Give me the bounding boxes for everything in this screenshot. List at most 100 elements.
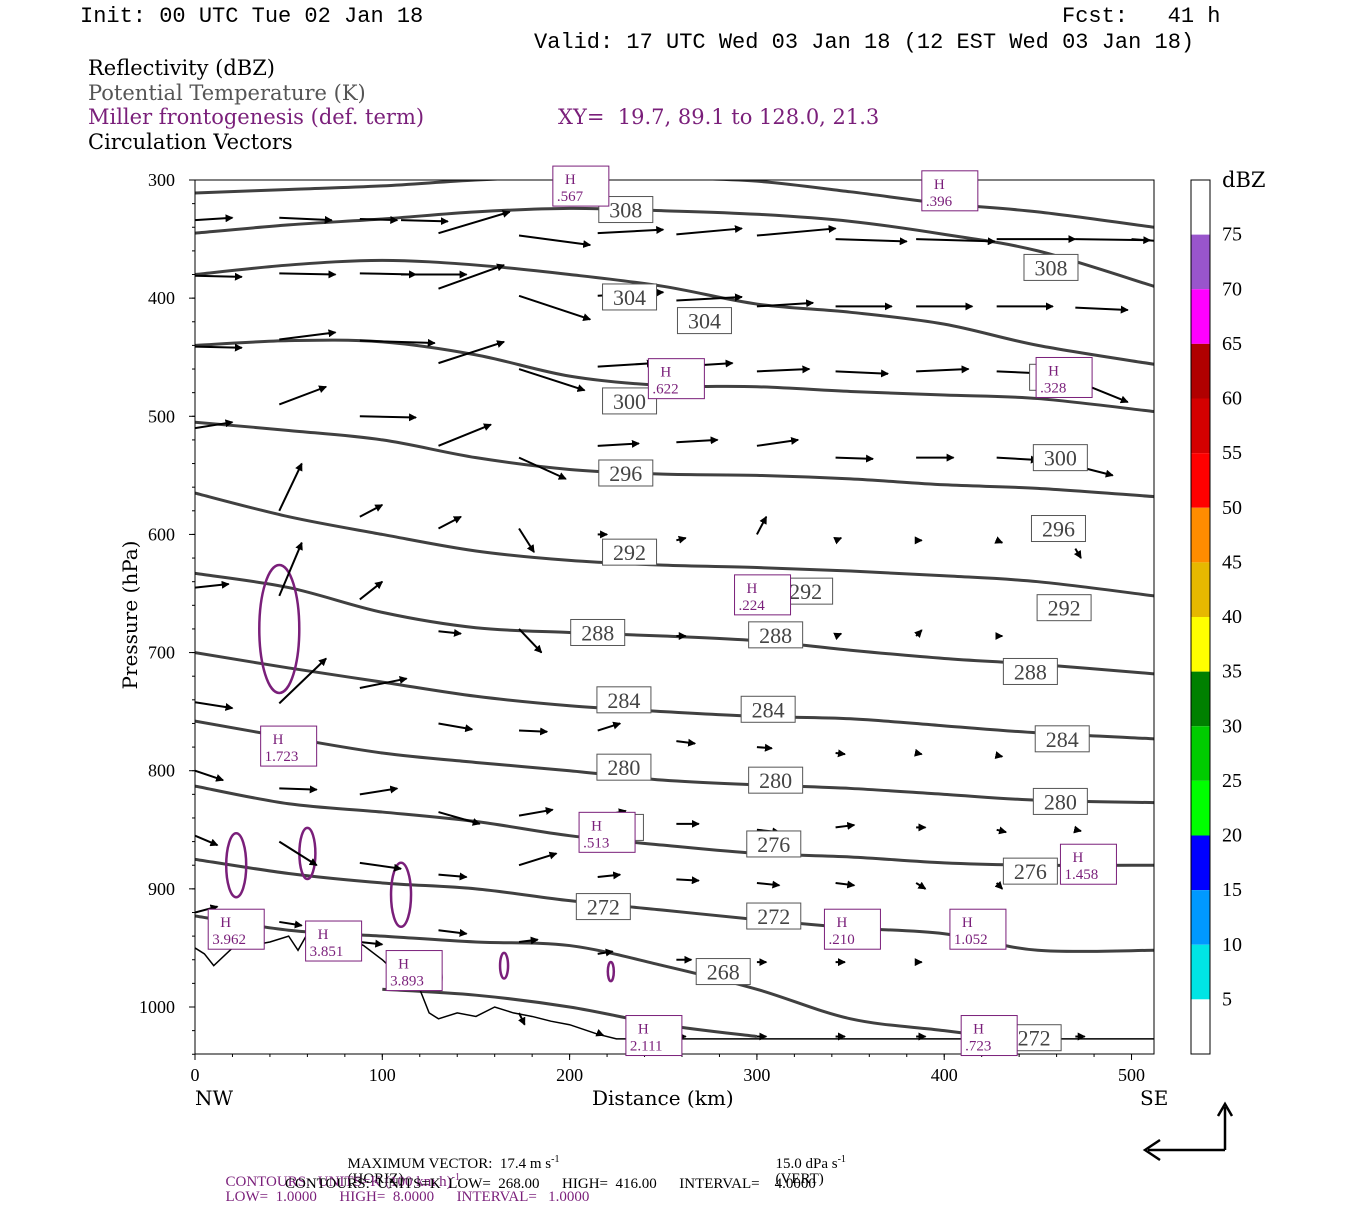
theta-label: 292	[789, 579, 822, 604]
circulation-vector	[401, 217, 449, 226]
circulation-vector	[1131, 238, 1154, 242]
theta-label: 292	[1048, 596, 1081, 621]
circulation-vector	[438, 423, 492, 447]
fronto-max-value: 3.893	[390, 974, 424, 990]
theta-label-box	[748, 766, 804, 794]
circulation-vector	[359, 939, 384, 948]
circulation-vector	[597, 721, 622, 732]
colorbar-segment	[1191, 343, 1210, 399]
circulation-vector	[597, 359, 655, 368]
circulation-vector	[438, 872, 468, 881]
circulation-vector	[359, 215, 399, 224]
circulation-vector	[359, 785, 399, 796]
circulation-vector	[438, 722, 474, 733]
theta-label-box	[1002, 657, 1058, 685]
fronto-max-value: .224	[739, 598, 766, 614]
circulation-vector	[279, 270, 337, 279]
colorbar-title: dBZ	[1222, 168, 1266, 192]
circulation-vector	[676, 436, 719, 445]
fronto-max-value: 2.111	[630, 1039, 663, 1055]
colorbar-label: 70	[1222, 278, 1242, 300]
circulation-vector	[835, 454, 875, 463]
colorbar-segment	[1191, 999, 1210, 1054]
theta-label-box	[695, 958, 751, 986]
circulation-vector	[1073, 825, 1082, 834]
circulation-vector	[359, 338, 436, 347]
footer-max-vector-horiz: (HORIZ)	[347, 1171, 404, 1187]
fronto-max-h: H	[273, 732, 284, 748]
fronto-max-box	[305, 920, 363, 962]
x-tick-label: 500	[1118, 1065, 1145, 1085]
colorbar-label: 65	[1222, 333, 1242, 355]
circulation-vector	[915, 881, 927, 890]
fronto-max-value: .513	[583, 835, 609, 851]
circulation-vector	[518, 628, 543, 654]
fronto-max-value: 1.458	[1064, 867, 1098, 883]
theta-label: 292	[613, 540, 646, 565]
circulation-vector	[195, 834, 219, 847]
theta-label: 288	[1014, 659, 1047, 684]
circulation-vector	[438, 340, 506, 365]
colorbar: 5 10 15 20 25 30 35 40 45 50 55 60 65 70 75	[1190, 179, 1242, 1055]
circulation-vector	[994, 751, 1004, 760]
colorbar-segment	[1191, 398, 1210, 454]
footer-max-vector-vert: 15.0 dPa s-1 (VERT)	[768, 1140, 846, 1187]
theta-contour-308	[195, 180, 1154, 229]
circulation-vector	[835, 369, 890, 378]
theta-label: 296	[609, 461, 642, 486]
colorbar-label: 60	[1222, 388, 1242, 410]
fronto-contour	[298, 826, 317, 881]
circulation-vector	[756, 743, 773, 752]
theta-label: 304	[688, 309, 721, 334]
theta-label-box	[1030, 515, 1086, 543]
fronto-max-value: .622	[652, 382, 678, 398]
fronto-max-box	[647, 358, 705, 400]
circulation-vector	[279, 920, 303, 929]
x-tick-label: 100	[369, 1065, 396, 1085]
x-tick-label: 300	[743, 1065, 770, 1085]
fronto-max-h: H	[962, 915, 973, 931]
circulation-vector	[438, 515, 462, 530]
circulation-vector	[994, 881, 1004, 890]
circulation-vector	[518, 368, 586, 392]
footer-max-vector: MAXIMUM VECTOR: 17.4 m s-1 (HORIZ)	[340, 1140, 560, 1187]
circulation-vector	[676, 535, 687, 544]
theta-label: 276	[1014, 859, 1047, 884]
circulation-vector	[518, 727, 549, 736]
theta-label: 308	[1034, 255, 1067, 280]
fronto-max-h: H	[1072, 850, 1083, 866]
y-tick-label: 800	[148, 761, 175, 781]
fronto-max-value: 1.052	[954, 932, 988, 948]
y-tick-label: 600	[148, 524, 175, 544]
theta-label: 284	[607, 688, 640, 713]
valid-time: Valid: 17 UTC Wed 03 Jan 18 (12 EST Wed …	[534, 30, 1195, 55]
theta-label-box	[596, 753, 652, 781]
y-tick-label: 900	[148, 879, 175, 899]
circulation-vector	[278, 385, 328, 406]
fronto-max-h: H	[747, 581, 758, 597]
fronto-contour	[606, 960, 616, 983]
circulation-vector	[833, 536, 843, 545]
colorbar-segment	[1191, 944, 1210, 1000]
theta-label: 288	[581, 620, 614, 645]
theta-label: 296	[1042, 517, 1075, 542]
footer-contours-fronto-units: CONTOURS: UNITS=K (100 km h)	[225, 1174, 452, 1190]
colorbar-segment	[1191, 780, 1210, 836]
circulation-vector	[438, 811, 481, 826]
theta-label-box	[748, 621, 804, 649]
colorbar-label: 15	[1222, 879, 1242, 901]
circulation-vector	[914, 629, 923, 638]
theta-label: 300	[613, 389, 646, 414]
fronto-max-h: H	[220, 915, 231, 931]
circulation-vector	[195, 343, 243, 352]
circulation-vector	[916, 365, 970, 374]
fronto-max-value: .396	[926, 194, 953, 210]
theta-label: 280	[1044, 789, 1077, 814]
fronto-max-h: H	[591, 818, 602, 834]
theta-label-box	[602, 538, 658, 566]
circulation-vector	[518, 527, 535, 553]
circulation-vector	[359, 861, 403, 872]
footer-sup-3: -1	[451, 1172, 460, 1183]
circulation-vector	[597, 871, 622, 880]
